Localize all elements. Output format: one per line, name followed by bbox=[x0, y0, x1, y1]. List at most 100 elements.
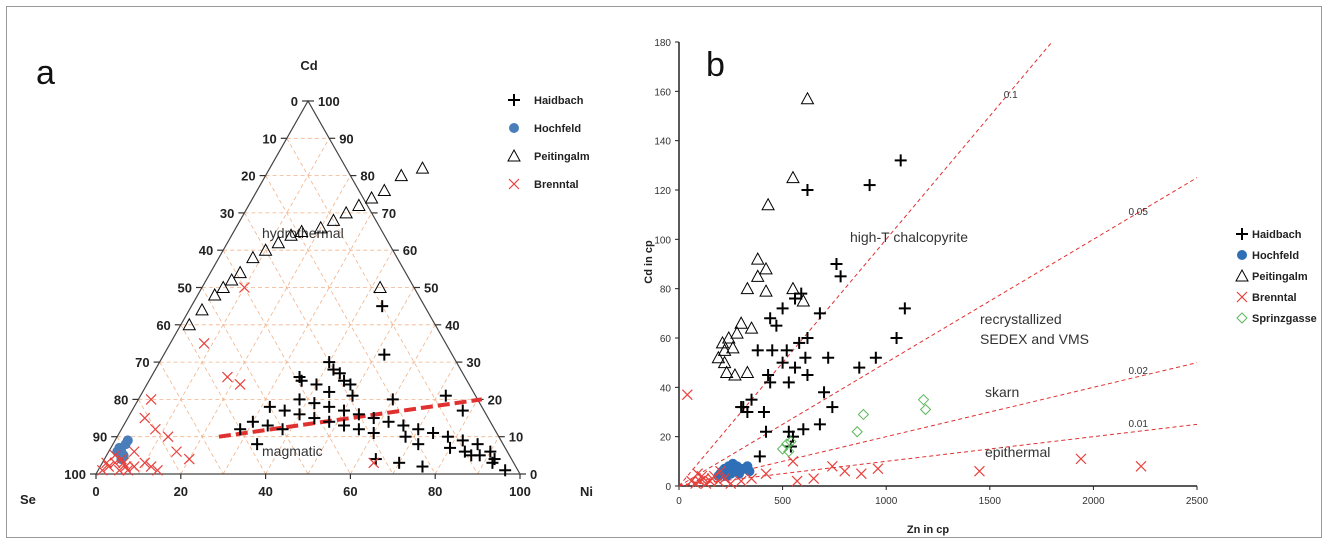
tick-label-left: 90 bbox=[93, 430, 107, 445]
point-haidbach bbox=[770, 319, 783, 332]
region-label-hydrothermal: hydrothermal bbox=[262, 225, 344, 241]
point-brenntal bbox=[128, 446, 140, 458]
point-haidbach bbox=[834, 270, 847, 283]
legend-label-brenntal: Brenntal bbox=[534, 179, 579, 191]
point-haidbach bbox=[444, 441, 457, 454]
point-peitingalm bbox=[377, 183, 392, 197]
x-tick-label: 2000 bbox=[1082, 496, 1105, 507]
region-label-epithermal: epithermal bbox=[985, 444, 1050, 460]
point-peitingalm bbox=[761, 197, 775, 211]
point-brenntal bbox=[122, 464, 134, 476]
point-haidbach bbox=[797, 423, 810, 436]
legend-b: Haidbach Hochfeld Peitingalm Brenntal Sprinz… bbox=[1235, 228, 1317, 325]
axes-b: 0 500 1000 1500 2000 2500 0 20 40 60 80 100 120 140 16… bbox=[654, 38, 1208, 507]
legend-marker-hochfeld bbox=[1237, 250, 1247, 260]
tick-label-left: 80 bbox=[114, 392, 128, 407]
point-haidbach bbox=[416, 460, 429, 473]
y-tick-label: 140 bbox=[654, 137, 671, 148]
point-peitingalm bbox=[326, 213, 341, 226]
point-haidbach bbox=[261, 419, 274, 432]
point-haidbach bbox=[308, 412, 321, 425]
point-haidbach bbox=[766, 344, 779, 357]
tick-label-left: 10 bbox=[262, 131, 276, 146]
point-haidbach bbox=[760, 425, 773, 438]
ratio-label-0.02: 0.02 bbox=[1128, 366, 1148, 377]
tick-label-right: 100 bbox=[318, 94, 340, 109]
tick-label-left: 60 bbox=[156, 318, 170, 333]
point-haidbach bbox=[499, 464, 512, 477]
point-haidbach bbox=[789, 292, 802, 305]
grid-line-ni bbox=[477, 436, 500, 475]
tick-label-left: 70 bbox=[135, 355, 149, 370]
point-peitingalm bbox=[364, 190, 379, 204]
point-brenntal bbox=[686, 475, 697, 487]
point-brenntal bbox=[696, 470, 708, 482]
point-haidbach bbox=[813, 418, 826, 431]
region-label-magmatic: magmatic bbox=[262, 443, 323, 459]
legend-label-peitingalm: Peitingalm bbox=[1252, 271, 1308, 283]
point-haidbach bbox=[412, 438, 425, 451]
point-haidbach bbox=[397, 419, 410, 432]
y-tick-label: 80 bbox=[660, 285, 672, 296]
legend-a: Haidbach Hochfeld Peitingalm Brenntal bbox=[507, 94, 590, 191]
vertex-label-ni: Ni bbox=[580, 484, 593, 499]
point-peitingalm bbox=[313, 220, 328, 234]
tick-label-right: 50 bbox=[424, 281, 438, 296]
point-haidbach bbox=[386, 393, 399, 406]
panel-a-letter: a bbox=[36, 54, 55, 92]
point-brenntal bbox=[706, 473, 718, 485]
point-haidbach bbox=[333, 367, 346, 380]
x-axis-label: Zn in cp bbox=[907, 524, 949, 536]
vertex-label-se: Se bbox=[20, 492, 36, 507]
point-haidbach bbox=[263, 400, 276, 413]
point-peitingalm bbox=[415, 161, 430, 174]
tick-label-right: 90 bbox=[339, 131, 353, 146]
point-peitingalm bbox=[744, 321, 759, 334]
point-sprinzgasse bbox=[917, 393, 930, 406]
point-peitingalm bbox=[373, 280, 387, 293]
point-brenntal bbox=[715, 465, 726, 477]
point-haidbach bbox=[338, 374, 351, 387]
point-haidbach bbox=[776, 302, 789, 315]
point-haidbach bbox=[308, 397, 321, 410]
region-label-skarn: skarn bbox=[985, 384, 1019, 400]
point-haidbach bbox=[346, 389, 359, 402]
y-tick-label: 60 bbox=[660, 334, 672, 345]
point-haidbach bbox=[323, 385, 336, 398]
y-tick-label: 20 bbox=[660, 433, 672, 444]
point-haidbach bbox=[323, 356, 336, 369]
point-haidbach bbox=[458, 445, 471, 458]
point-haidbach bbox=[456, 434, 469, 447]
tick-label-right: 30 bbox=[466, 355, 480, 370]
panel-b-scatter: b 0 500 1000 1500 2000 2500 0 20 40 60 80 100 120 140… bbox=[643, 38, 1317, 536]
point-haidbach bbox=[801, 332, 814, 344]
point-haidbach bbox=[323, 400, 336, 413]
figure-frame bbox=[6, 6, 1322, 538]
x-tick-label: 500 bbox=[774, 496, 791, 507]
tick-label-right: 80 bbox=[360, 169, 374, 184]
point-haidbach bbox=[293, 393, 306, 406]
point-peitingalm bbox=[740, 365, 755, 379]
point-peitingalm bbox=[195, 302, 209, 316]
point-haidbach bbox=[813, 307, 826, 320]
tick-label-left: 20 bbox=[241, 169, 255, 184]
point-sprinzgasse bbox=[785, 435, 797, 448]
ratio-line-0.1 bbox=[678, 41, 1053, 487]
point-haidbach bbox=[376, 300, 389, 313]
point-brenntal bbox=[145, 461, 157, 472]
x-tick-label: 0 bbox=[676, 496, 682, 507]
point-brenntal bbox=[974, 465, 985, 477]
point-haidbach bbox=[776, 356, 789, 369]
point-brenntal bbox=[791, 475, 803, 487]
y-tick-label: 160 bbox=[654, 87, 671, 98]
point-peitingalm bbox=[717, 343, 732, 356]
point-sprinzgasse bbox=[783, 445, 795, 458]
point-haidbach bbox=[352, 408, 365, 421]
point-haidbach bbox=[830, 258, 843, 270]
grid-line-ni bbox=[392, 361, 457, 475]
tick-label-left: 0 bbox=[291, 94, 298, 109]
ternary-ticks: 100 0 90 10 80 20 70 30 60 40 50 50 40 60 30 70 20 80 10 90… bbox=[64, 94, 537, 499]
point-haidbach bbox=[393, 456, 406, 469]
point-haidbach bbox=[382, 415, 395, 428]
